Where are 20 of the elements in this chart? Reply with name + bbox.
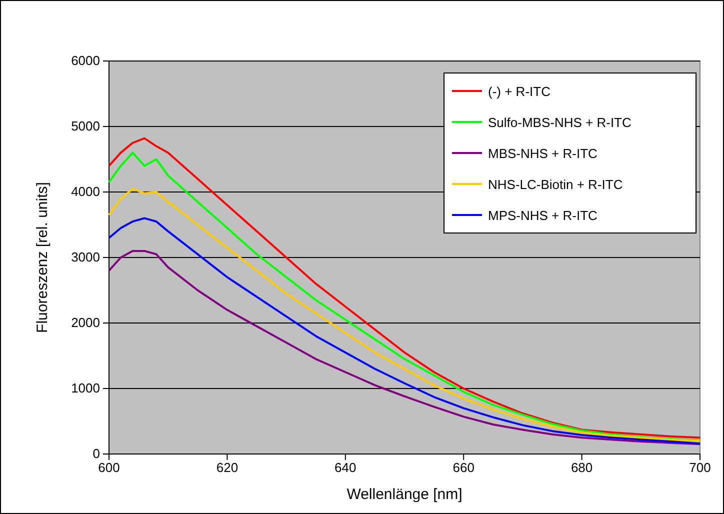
x-tick-label: 680: [570, 460, 593, 476]
x-tick-label: 700: [689, 460, 711, 476]
y-tick-label: 5000: [71, 118, 100, 134]
y-tick-label: 1000: [71, 380, 100, 396]
legend-label: Sulfo-MBS-NHS + R-ITC: [488, 115, 632, 130]
y-tick-label: 3000: [71, 250, 100, 265]
x-tick-label: 600: [98, 460, 120, 476]
legend-label: (-) + R-ITC: [488, 84, 550, 99]
y-axis-title: Fluoreszenz [rel. units]: [34, 182, 51, 333]
x-tick-label: 640: [334, 460, 356, 476]
y-tick-label: 2000: [71, 315, 100, 330]
x-tick-label: 620: [216, 460, 238, 476]
legend-label: NHS-LC-Biotin + R-ITC: [488, 177, 623, 192]
y-tick-label: 0: [92, 446, 100, 462]
x-tick-label: 660: [452, 460, 474, 476]
x-axis-title: Wellenlänge [nm]: [346, 486, 462, 503]
legend-label: MPS-NHS + R-ITC: [488, 208, 598, 223]
y-tick-label: 6000: [71, 53, 100, 68]
y-tick-label: 4000: [71, 184, 100, 200]
legend-label: MBS-NHS + R-ITC: [488, 146, 598, 161]
